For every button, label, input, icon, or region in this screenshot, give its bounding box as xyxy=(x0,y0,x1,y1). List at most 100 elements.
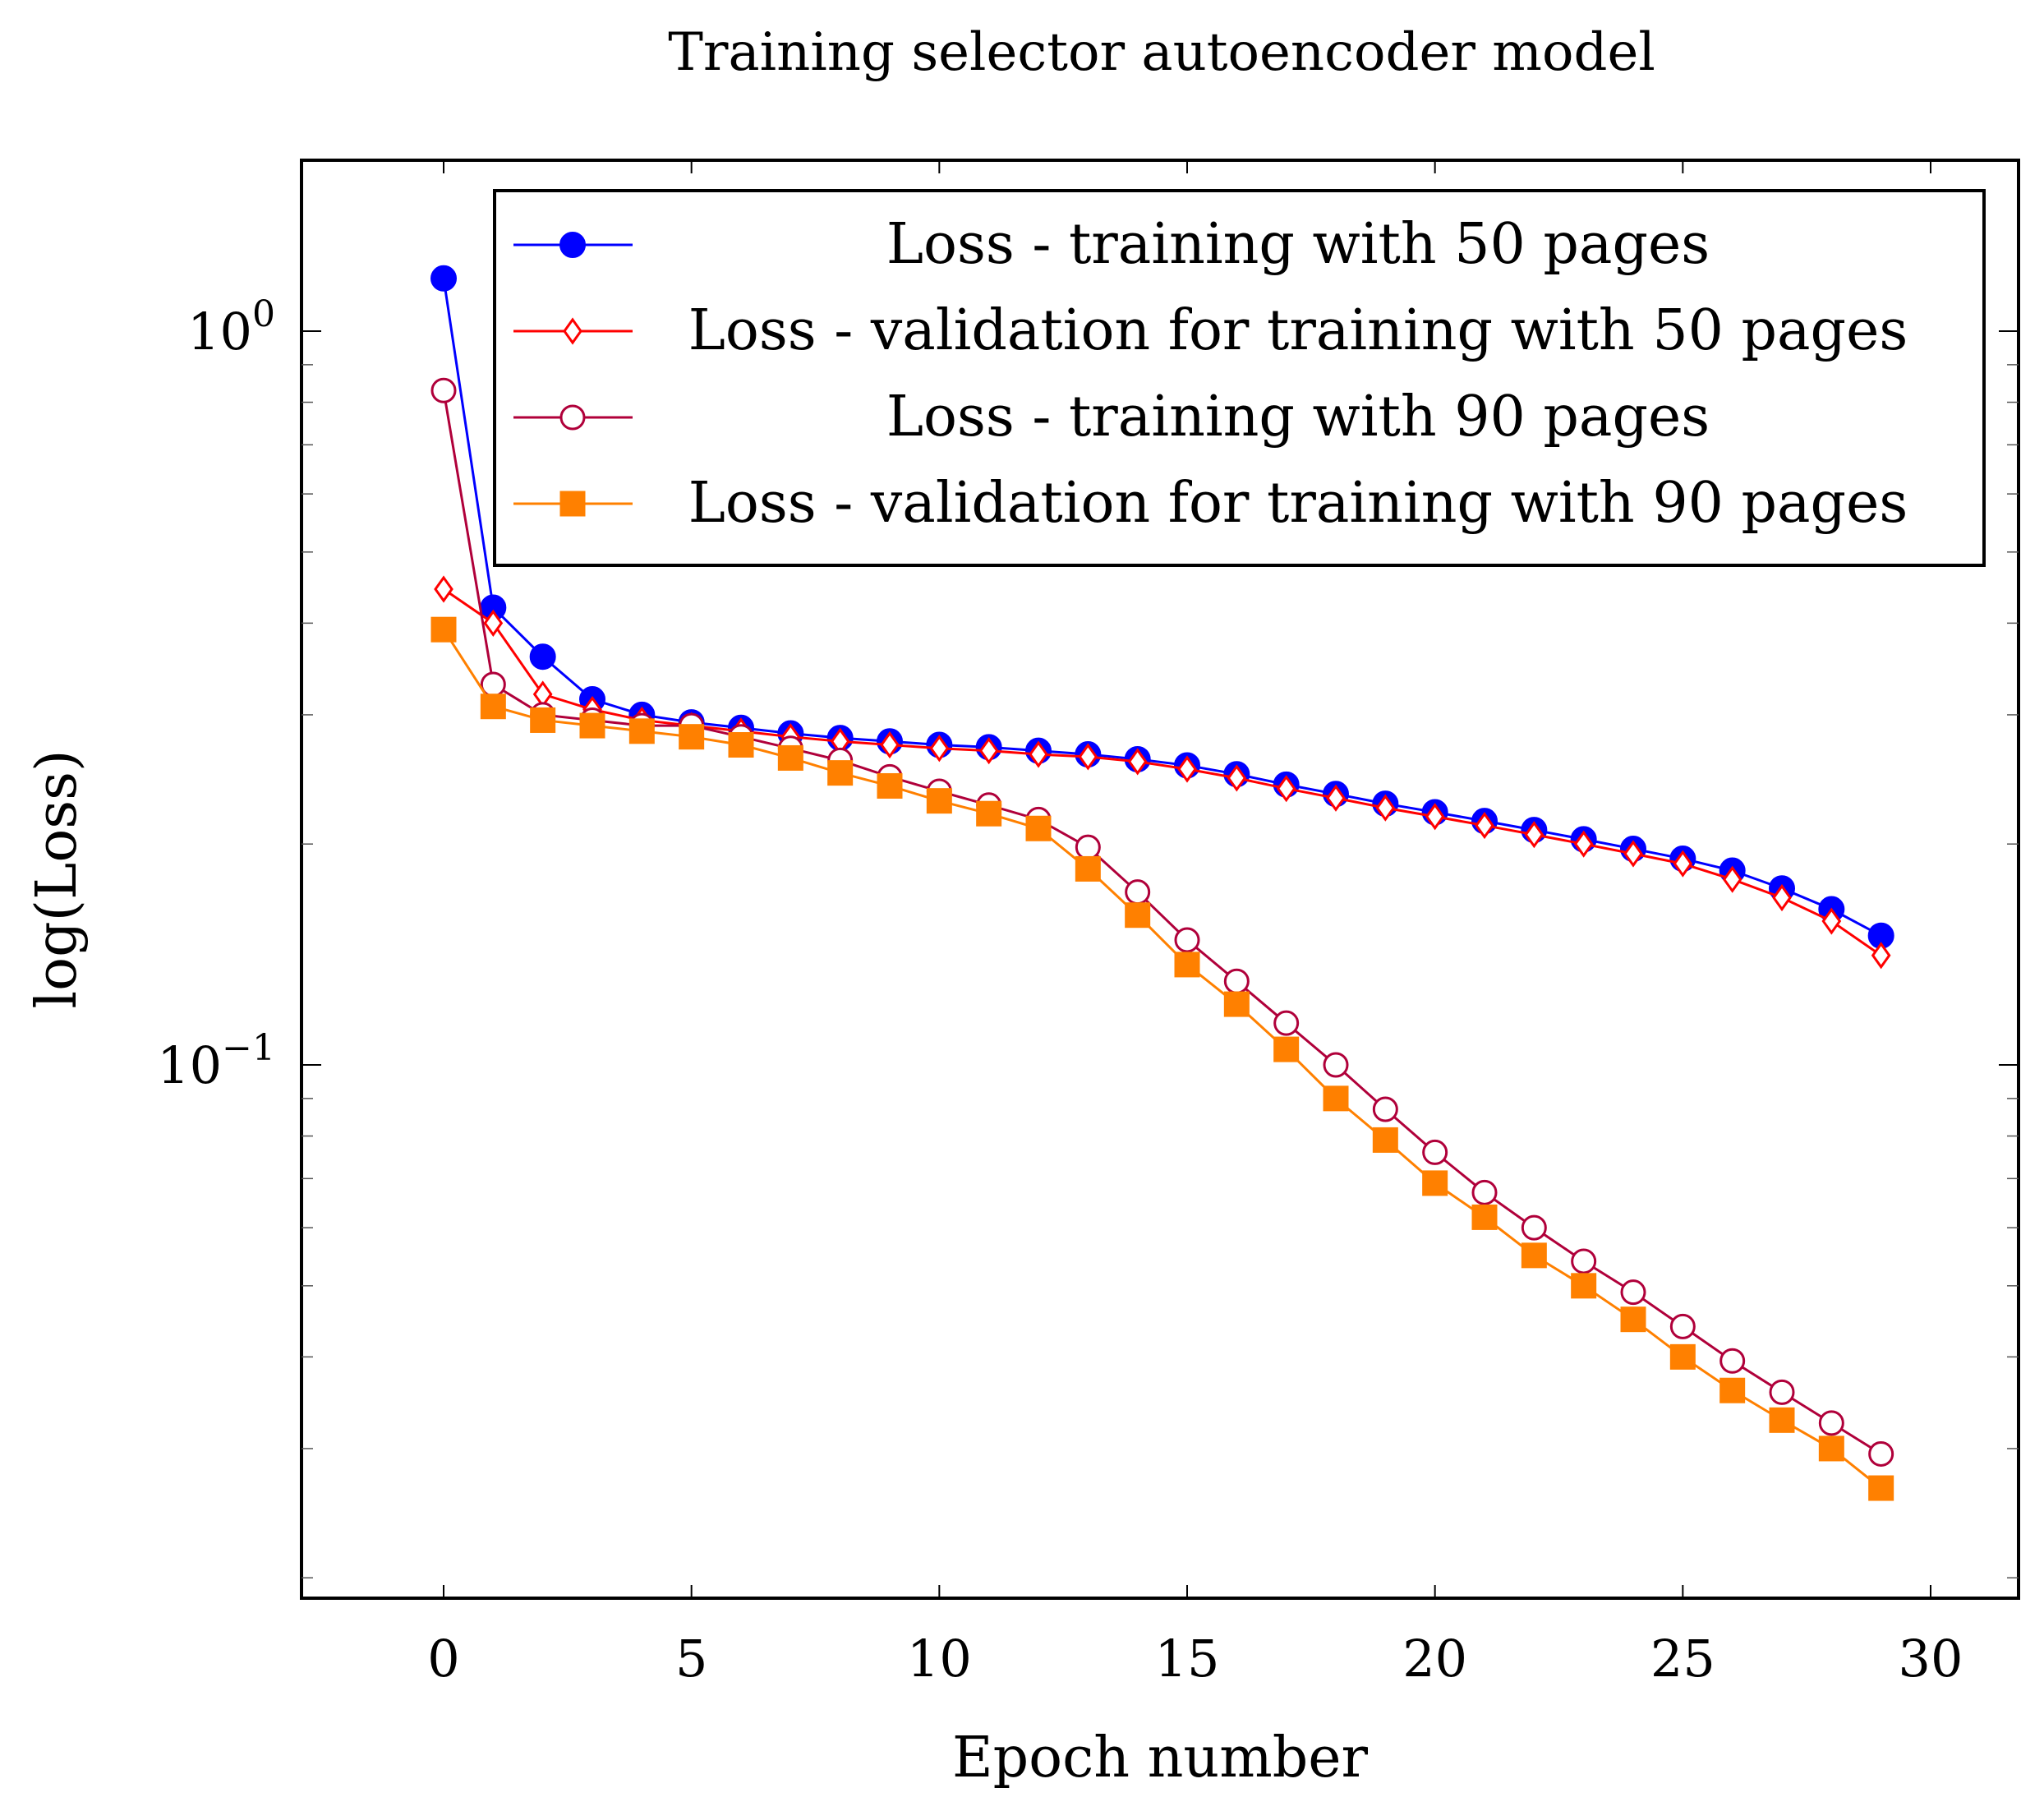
data-point xyxy=(1772,883,1792,912)
data-point xyxy=(1524,821,1545,849)
y-axis-label: log(Loss) xyxy=(25,749,90,1008)
legend-item: Loss - validation for training with 90 p… xyxy=(513,471,1908,536)
data-point xyxy=(777,744,803,771)
data-point xyxy=(530,707,556,733)
axis-ticks: 0 5 10 15 20 25 30 100 10−1 xyxy=(157,160,2019,1689)
x-tick-label: 10 xyxy=(907,1629,972,1689)
legend-item: Loss - validation for training with 50 p… xyxy=(513,298,1908,363)
data-point xyxy=(1620,1279,1646,1306)
data-point xyxy=(1375,794,1396,822)
data-point xyxy=(1127,748,1148,776)
data-point xyxy=(1125,902,1151,929)
data-point xyxy=(529,643,556,670)
data-point xyxy=(1868,1475,1894,1501)
data-point xyxy=(1223,968,1250,994)
series-4 xyxy=(430,616,1894,1501)
data-point xyxy=(1669,1343,1696,1370)
legend-label: Loss - training with 90 pages xyxy=(886,385,1710,449)
legend-label: Loss - training with 50 pages xyxy=(886,212,1710,277)
data-point xyxy=(1719,1377,1746,1403)
data-point xyxy=(1471,1204,1498,1230)
data-point xyxy=(1475,812,1494,840)
plot-area xyxy=(300,159,2020,1600)
data-point xyxy=(1769,1379,1795,1405)
x-tick-label: 0 xyxy=(427,1629,459,1689)
legend-item: Loss - training with 50 pages xyxy=(513,212,1710,277)
legend-swatch-marker xyxy=(563,317,582,345)
data-point xyxy=(1075,834,1101,860)
data-point xyxy=(1669,1313,1696,1339)
y-tick-label: 10−1 xyxy=(157,1027,275,1095)
data-point xyxy=(1821,907,1842,935)
legend-swatch-marker xyxy=(559,491,586,517)
data-point xyxy=(827,760,854,786)
data-point xyxy=(1571,1273,1597,1299)
data-point xyxy=(1623,840,1643,868)
data-point xyxy=(976,800,1002,827)
data-point xyxy=(1276,775,1296,803)
series-2 xyxy=(434,575,1891,970)
data-point xyxy=(1223,991,1250,1017)
data-point xyxy=(929,735,950,763)
x-tick-label: 15 xyxy=(1155,1629,1220,1689)
data-point xyxy=(1571,1248,1597,1274)
y-tick-label: 100 xyxy=(187,293,275,362)
data-point xyxy=(1422,1170,1448,1196)
data-point xyxy=(1620,1306,1646,1333)
data-point xyxy=(1227,764,1247,792)
series-layer xyxy=(430,265,1894,1501)
data-point xyxy=(434,575,453,603)
x-tick-label: 5 xyxy=(675,1629,707,1689)
data-point xyxy=(430,616,457,643)
data-point xyxy=(1573,830,1594,858)
data-point xyxy=(1818,1435,1844,1462)
legend-swatch-marker xyxy=(559,232,586,258)
data-point xyxy=(1125,879,1151,906)
data-point xyxy=(1722,865,1742,893)
data-point xyxy=(430,265,457,292)
legend-label: Loss - validation for training with 90 p… xyxy=(688,471,1908,536)
data-point xyxy=(579,712,605,739)
data-point xyxy=(1273,1036,1300,1062)
series-line xyxy=(442,629,1882,1490)
data-point xyxy=(1422,1139,1448,1165)
x-tick-label: 30 xyxy=(1899,1629,1963,1689)
data-point xyxy=(1174,952,1200,978)
data-point xyxy=(1372,1127,1398,1153)
data-point xyxy=(1871,942,1891,970)
plot-frame xyxy=(300,159,2020,1600)
series-line xyxy=(443,588,1882,956)
data-point xyxy=(1326,784,1346,812)
data-point xyxy=(1673,850,1693,878)
data-point xyxy=(1818,1410,1844,1436)
legend-item: Loss - training with 90 pages xyxy=(513,385,1710,449)
data-point xyxy=(1521,1214,1547,1241)
data-point xyxy=(1323,1085,1349,1112)
legend-label: Loss - validation for training with 50 p… xyxy=(688,298,1908,363)
data-point xyxy=(880,730,900,759)
data-point xyxy=(1025,815,1052,841)
x-axis-label: Epoch number xyxy=(952,1726,1368,1790)
x-tick-label: 25 xyxy=(1650,1629,1715,1689)
legend-swatch-marker xyxy=(559,404,586,431)
data-point xyxy=(1323,1052,1349,1078)
data-point xyxy=(1177,755,1197,783)
data-point xyxy=(480,694,506,720)
x-tick-label: 20 xyxy=(1402,1629,1467,1689)
data-point xyxy=(728,732,754,758)
data-point xyxy=(1078,743,1098,771)
data-point xyxy=(1471,1179,1498,1205)
data-point xyxy=(926,788,952,814)
data-point xyxy=(1521,1242,1547,1269)
data-point xyxy=(1425,803,1445,831)
chart-title: Training selector autoencoder model xyxy=(668,22,1655,83)
data-point xyxy=(1273,1010,1300,1036)
data-point xyxy=(483,609,504,637)
data-point xyxy=(679,724,705,750)
data-point xyxy=(1719,1348,1746,1374)
data-point xyxy=(628,718,655,744)
data-point xyxy=(1372,1096,1398,1122)
legend-frame xyxy=(493,189,1986,567)
data-point xyxy=(1029,740,1048,768)
